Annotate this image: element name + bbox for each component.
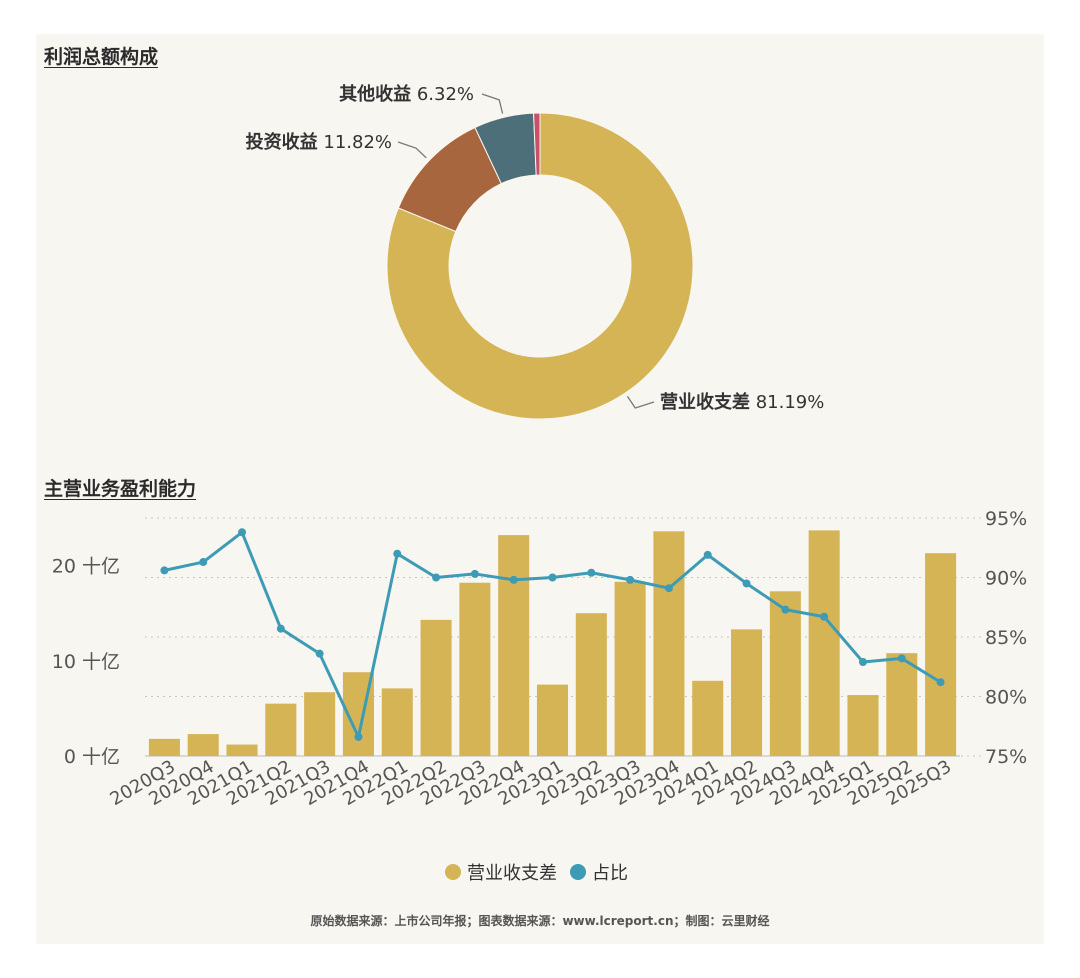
donut-slice-4 <box>533 112 541 176</box>
chart-legend: 营业收支差 占比 <box>445 863 628 884</box>
donut-slice-1 <box>386 112 694 420</box>
right-tick-75: 75% <box>985 746 1027 768</box>
share-point-2022Q1 <box>393 549 402 558</box>
bar-2022Q3 <box>459 582 491 756</box>
share-point-2021Q2 <box>276 624 285 633</box>
bar-2022Q1 <box>381 688 413 756</box>
bar-2023Q1 <box>536 684 569 756</box>
share-point-2022Q2 <box>432 573 441 582</box>
share-point-2024Q2 <box>742 579 751 588</box>
right-tick-85: 85% <box>985 627 1027 649</box>
bar-2022Q4 <box>498 535 530 756</box>
donut-section-title: 利润总额构成 <box>44 46 159 68</box>
donut-label-1: 营业收支差 81.19% <box>660 391 824 413</box>
bar-2021Q2 <box>265 703 297 756</box>
share-point-2021Q3 <box>315 649 324 658</box>
bar-2023Q3 <box>614 581 646 756</box>
bar-2023Q4 <box>653 531 685 756</box>
share-point-2024Q1 <box>703 550 712 559</box>
bar-2023Q2 <box>575 613 607 756</box>
right-tick-95: 95% <box>985 508 1027 530</box>
share-point-2023Q4 <box>664 584 673 593</box>
share-point-2023Q1 <box>548 573 557 582</box>
left-tick-0: 0 十亿 <box>64 746 120 768</box>
bar-2021Q3 <box>304 692 336 756</box>
bar-2020Q3 <box>148 738 180 756</box>
profit-composition-donut: 营业收支差 81.19% 投资收益 11.82% 其他收益 6.32% <box>246 83 824 420</box>
share-point-2025Q1 <box>858 657 867 666</box>
share-point-2023Q3 <box>626 575 635 584</box>
bar-2025Q1 <box>847 695 879 756</box>
share-point-2023Q2 <box>587 568 596 577</box>
bar-2024Q3 <box>769 591 801 756</box>
donut-label-3: 其他收益 6.32% <box>339 83 474 105</box>
share-point-2022Q3 <box>470 569 479 578</box>
donut-leader-3 <box>481 93 504 114</box>
bar-2020Q4 <box>187 734 219 756</box>
legend-bar-swatch <box>445 864 461 880</box>
share-point-2021Q4 <box>354 732 363 741</box>
share-point-2024Q3 <box>781 605 790 614</box>
bar-2024Q4 <box>808 530 840 756</box>
donut-leader-1 <box>626 396 655 409</box>
share-point-2022Q4 <box>509 575 518 584</box>
bar-2024Q1 <box>692 680 724 756</box>
share-point-2025Q2 <box>897 654 906 663</box>
share-point-2020Q4 <box>199 558 208 567</box>
right-tick-80: 80% <box>985 687 1027 709</box>
legend-line-swatch <box>570 864 586 880</box>
share-point-2021Q1 <box>238 528 247 537</box>
left-tick-20: 20 十亿 <box>52 556 120 578</box>
share-point-2024Q4 <box>820 612 829 621</box>
share-point-2025Q3 <box>936 678 945 687</box>
donut-label-2: 投资收益 11.82% <box>246 131 392 153</box>
bar-2025Q2 <box>886 653 918 756</box>
bar-section-title: 主营业务盈利能力 <box>44 478 197 500</box>
bar-2025Q3 <box>925 553 957 756</box>
source-footer: 原始数据来源：上市公司年报；图表数据来源：www.lcreport.cn；制图：… <box>310 914 770 928</box>
left-tick-10: 10 十亿 <box>52 651 120 673</box>
report-panel <box>36 34 1044 944</box>
bar-2021Q1 <box>226 744 258 756</box>
right-tick-90: 90% <box>985 568 1027 590</box>
share-point-2020Q3 <box>160 566 169 575</box>
bar-2024Q2 <box>731 629 763 756</box>
legend-bar-label: 营业收支差 <box>467 863 557 884</box>
legend-line-label: 占比 <box>592 863 628 884</box>
bar-2022Q2 <box>420 619 452 756</box>
donut-leader-2 <box>397 141 427 159</box>
